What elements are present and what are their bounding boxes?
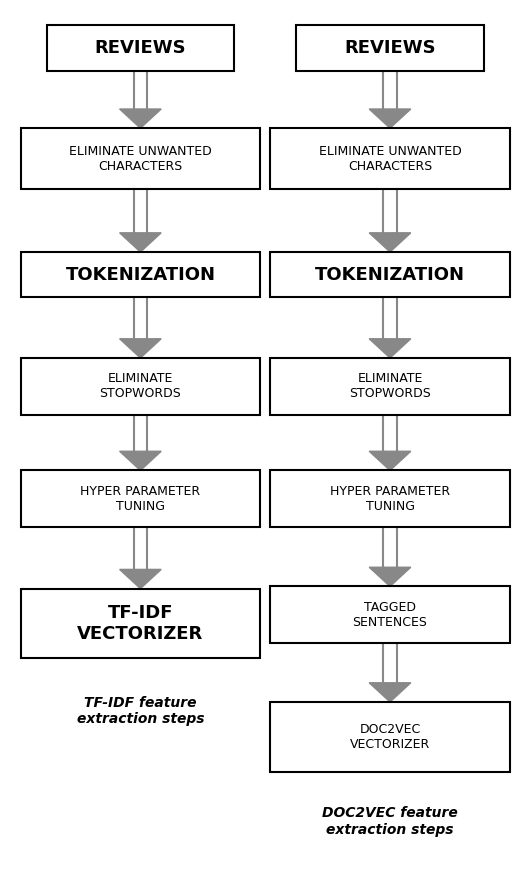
Text: TAGGED
SENTENCES: TAGGED SENTENCES [353,601,427,629]
Text: DOC2VEC feature
extraction steps: DOC2VEC feature extraction steps [322,807,458,836]
Polygon shape [120,338,161,358]
Text: TF-IDF feature
extraction steps: TF-IDF feature extraction steps [76,696,204,726]
Polygon shape [120,109,161,128]
FancyBboxPatch shape [270,702,510,772]
FancyBboxPatch shape [47,25,234,71]
Polygon shape [369,452,411,470]
Polygon shape [369,567,411,586]
Text: DOC2VEC
VECTORIZER: DOC2VEC VECTORIZER [350,723,430,751]
Text: ELIMINATE UNWANTED
CHARACTERS: ELIMINATE UNWANTED CHARACTERS [319,145,461,173]
Text: HYPER PARAMETER
TUNING: HYPER PARAMETER TUNING [330,485,450,513]
Polygon shape [369,683,411,702]
FancyBboxPatch shape [270,252,510,297]
Polygon shape [369,109,411,128]
Text: REVIEWS: REVIEWS [95,39,186,57]
FancyBboxPatch shape [21,252,260,297]
Polygon shape [120,233,161,252]
Text: ELIMINATE
STOPWORDS: ELIMINATE STOPWORDS [99,372,181,400]
FancyBboxPatch shape [21,471,260,527]
Polygon shape [369,233,411,252]
FancyBboxPatch shape [270,128,510,189]
FancyBboxPatch shape [21,128,260,189]
Text: ELIMINATE UNWANTED
CHARACTERS: ELIMINATE UNWANTED CHARACTERS [69,145,212,173]
FancyBboxPatch shape [296,25,484,71]
Text: TF-IDF
VECTORIZER: TF-IDF VECTORIZER [77,604,203,643]
Text: REVIEWS: REVIEWS [344,39,436,57]
FancyBboxPatch shape [270,587,510,644]
FancyBboxPatch shape [21,589,260,658]
FancyBboxPatch shape [270,471,510,527]
Polygon shape [369,338,411,358]
Polygon shape [120,452,161,470]
Text: HYPER PARAMETER
TUNING: HYPER PARAMETER TUNING [80,485,201,513]
FancyBboxPatch shape [21,358,260,414]
Text: ELIMINATE
STOPWORDS: ELIMINATE STOPWORDS [349,372,431,400]
FancyBboxPatch shape [270,358,510,414]
Text: TOKENIZATION: TOKENIZATION [315,266,465,283]
Polygon shape [120,569,161,589]
Text: TOKENIZATION: TOKENIZATION [66,266,215,283]
